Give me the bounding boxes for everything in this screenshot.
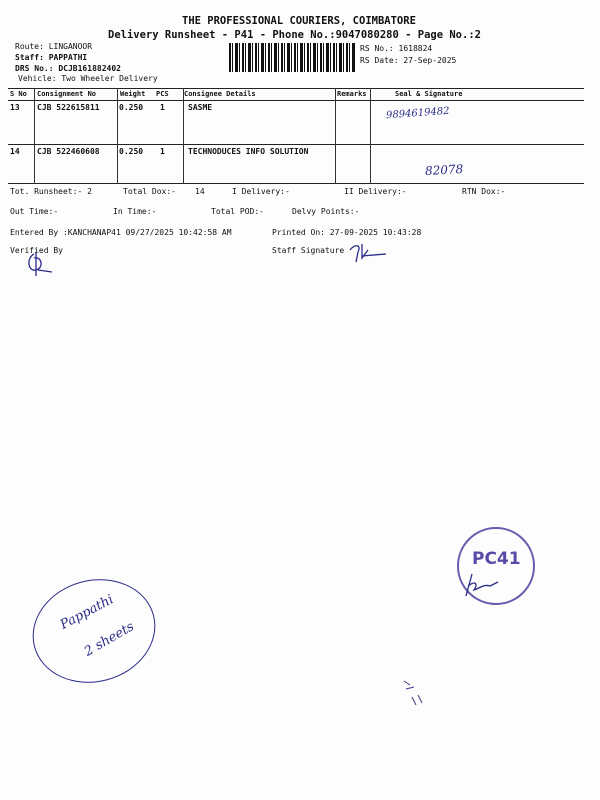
staff-signature-scribble (349, 244, 387, 263)
delvy-points: Delvy Points:- (292, 207, 360, 216)
col-consignment: Consignment No (37, 90, 97, 98)
total-dox-value: 14 (195, 187, 205, 196)
pc41-stamp: PC41 (457, 527, 535, 605)
in-time: In Time:- (113, 207, 157, 216)
drs-number: DRS No.: DCJB161882402 (15, 64, 121, 73)
handwritten-circle-note (20, 565, 168, 697)
row-sno: 14 (10, 147, 20, 156)
stamp-signature-scribble (465, 573, 499, 597)
col-pcs: PCS (156, 90, 169, 98)
row-consignment: CJB 522460608 (37, 147, 100, 156)
i-delivery: I Delivery:- (232, 187, 290, 196)
handwritten-signature: 82078 (424, 162, 464, 178)
col-remarks: Remarks (337, 90, 367, 98)
row-weight: 0.250 (119, 103, 144, 112)
row-pcs: 1 (160, 103, 165, 112)
out-time: Out Time:- (10, 207, 59, 216)
stamp-text: PC41 (472, 549, 521, 569)
rs-number: RS No.: 1618824 (360, 44, 433, 53)
company-name: THE PROFESSIONAL COURIERS, COIMBATORE (182, 15, 416, 27)
staff-signature-label: Staff Signature (272, 246, 345, 255)
total-pod: Total POD:- (211, 207, 264, 216)
entered-by: Entered By :KANCHANAP41 09/27/2025 10:42… (10, 228, 232, 237)
col-consignee: Consignee Details (184, 90, 256, 98)
col-seal-signature: Seal & Signature (395, 90, 463, 98)
row-consignee: SASME (188, 103, 213, 112)
route: Route: LINGANOOR (15, 42, 93, 51)
col-weight: Weight (120, 90, 146, 98)
verified-signature-scribble (28, 252, 53, 276)
row-sno: 13 (10, 103, 20, 112)
handwritten-scribble (403, 680, 423, 706)
handwritten-signature: 9894619482 (385, 105, 450, 122)
runsheet-title: Delivery Runsheet - P41 - Phone No.:9047… (108, 29, 481, 41)
printed-on: Printed On: 27-09-2025 10:43:28 (272, 228, 422, 237)
rtn-dox: RTN Dox:- (462, 187, 506, 196)
barcode (229, 43, 356, 72)
row-weight: 0.250 (119, 147, 144, 156)
rs-date: RS Date: 27-Sep-2025 (360, 56, 457, 65)
col-sno: S No (10, 90, 27, 98)
ii-delivery: II Delivery:- (344, 187, 407, 196)
vehicle: Vehicle: Two Wheeler Delivery (18, 74, 158, 83)
total-dox: Total Dox:- (123, 187, 176, 196)
row-consignment: CJB 522615811 (37, 103, 100, 112)
row-pcs: 1 (160, 147, 165, 156)
tot-runsheet: Tot. Runsheet:- 2 (10, 187, 92, 196)
staff: Staff: PAPPATHI (15, 53, 88, 62)
verified-by: Verified By (10, 246, 63, 255)
row-consignee: TECHNODUCES INFO SOLUTION (188, 147, 309, 156)
